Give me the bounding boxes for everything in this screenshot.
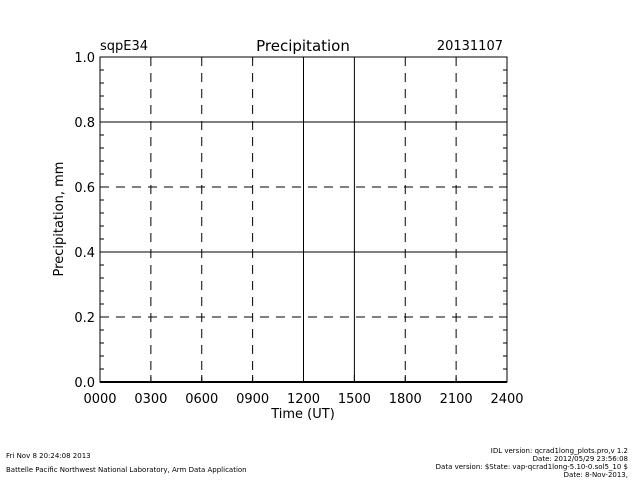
x-tick-label: 1800 — [389, 392, 422, 407]
y-tick-label: 0.0 — [74, 376, 95, 391]
footer-idl-date: Date: 2012/05/29 23:56:08 — [532, 455, 628, 463]
grid — [100, 57, 507, 382]
x-tick-label: 1500 — [338, 392, 371, 407]
x-tick-label: 0900 — [236, 392, 269, 407]
footer-data-date: Date: 8-Nov-2013, — [563, 471, 628, 479]
footer-idl-version: IDL version: qcrad1long_plots.pro,v 1.2 — [490, 447, 628, 455]
y-tick-label: 0.8 — [74, 116, 95, 131]
y-tick-label: 0.6 — [74, 181, 95, 196]
y-tick-label: 1.0 — [74, 51, 95, 66]
x-tick-label: 0300 — [134, 392, 167, 407]
y-tick-labels: 0.0 0.2 0.4 0.6 0.8 1.0 — [74, 51, 95, 391]
x-tick-label: 1200 — [287, 392, 320, 407]
x-axis-label: Time (UT) — [270, 407, 335, 422]
y-tick-label: 0.4 — [74, 246, 95, 261]
x-tick-label: 2100 — [440, 392, 473, 407]
x-tick-label: 0600 — [185, 392, 218, 407]
axis-ticks — [99, 56, 508, 383]
x-tick-label: 0000 — [83, 392, 116, 407]
x-tick-label: 2400 — [490, 392, 523, 407]
y-tick-label: 0.2 — [74, 311, 95, 326]
date-label: 20131107 — [437, 39, 503, 54]
footer-data-version: Data version: $State: vap-qcrad1long-5.1… — [435, 463, 628, 471]
y-axis-label: Precipitation, mm — [52, 162, 67, 277]
x-tick-labels: 0000 0300 0600 0900 1200 1500 1800 2100 2400 — [83, 392, 523, 407]
footer-institution: Battelle Pacific Northwest National Labo… — [6, 466, 247, 474]
footer-timestamp: Fri Nov 8 20:24:08 2013 — [6, 452, 91, 460]
chart-title: Precipitation — [256, 37, 350, 55]
site-label: sqpE34 — [100, 39, 148, 54]
